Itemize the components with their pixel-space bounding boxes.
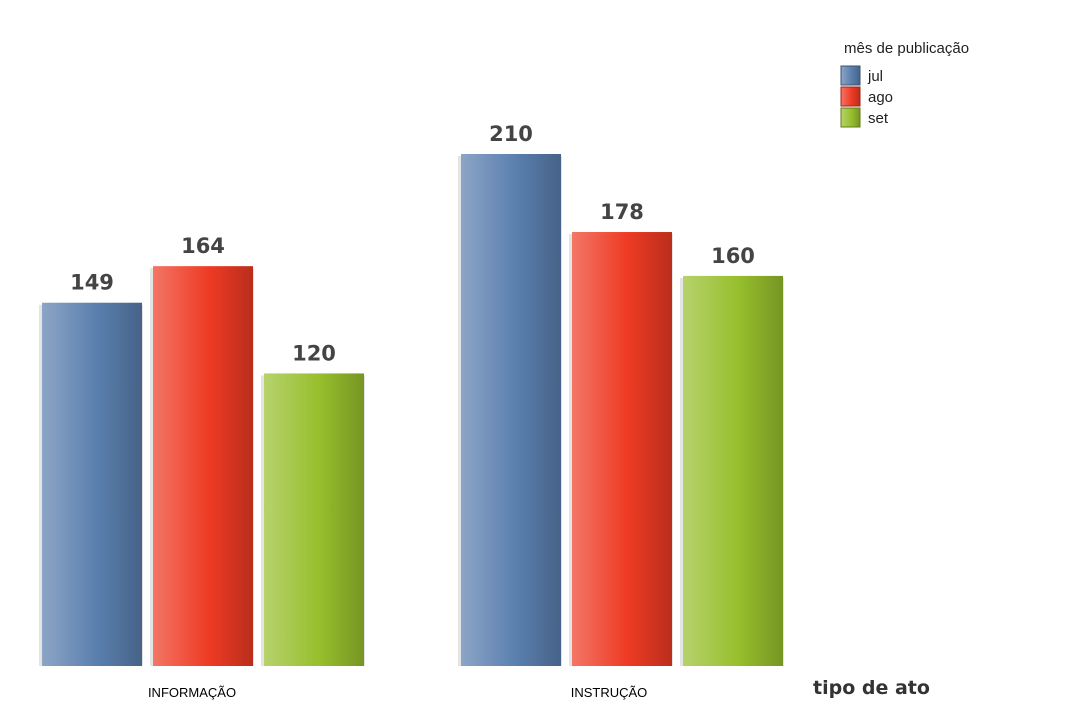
value-label-set-1: 160 bbox=[711, 244, 755, 268]
legend-items: jul ago set bbox=[840, 65, 893, 128]
legend-swatch-ago bbox=[840, 86, 861, 107]
legend: mês de publicação jul ago set bbox=[840, 40, 969, 128]
bar-ago-0 bbox=[153, 266, 253, 666]
legend-label-ago: ago bbox=[868, 89, 893, 106]
value-label-jul-0: 149 bbox=[70, 271, 114, 295]
legend-swatch-set bbox=[840, 107, 861, 128]
legend-label-jul: jul bbox=[867, 68, 883, 85]
value-label-set-0: 120 bbox=[292, 341, 336, 365]
bars-layer bbox=[39, 154, 784, 666]
bar-ago-1 bbox=[572, 232, 672, 666]
category-label-1: INSTRUÇÃO bbox=[571, 685, 648, 700]
legend-label-set: set bbox=[868, 110, 889, 127]
category-label-0: INFORMAÇÃO bbox=[148, 685, 236, 700]
bar-jul-0 bbox=[42, 302, 142, 666]
bar-jul-1 bbox=[461, 154, 561, 666]
bar-set-0 bbox=[264, 373, 364, 666]
value-label-ago-1: 178 bbox=[600, 200, 644, 224]
category-labels-layer: INFORMAÇÃO INSTRUÇÃO bbox=[148, 685, 647, 700]
x-axis-title: tipo de ato bbox=[813, 677, 930, 699]
legend-title: mês de publicação bbox=[844, 40, 969, 57]
bar-set-1 bbox=[683, 275, 783, 666]
value-labels-layer: 149 164 120 210 178 160 bbox=[70, 122, 755, 365]
value-label-jul-1: 210 bbox=[489, 122, 533, 146]
legend-swatch-jul bbox=[840, 65, 861, 86]
value-label-ago-0: 164 bbox=[181, 234, 225, 258]
